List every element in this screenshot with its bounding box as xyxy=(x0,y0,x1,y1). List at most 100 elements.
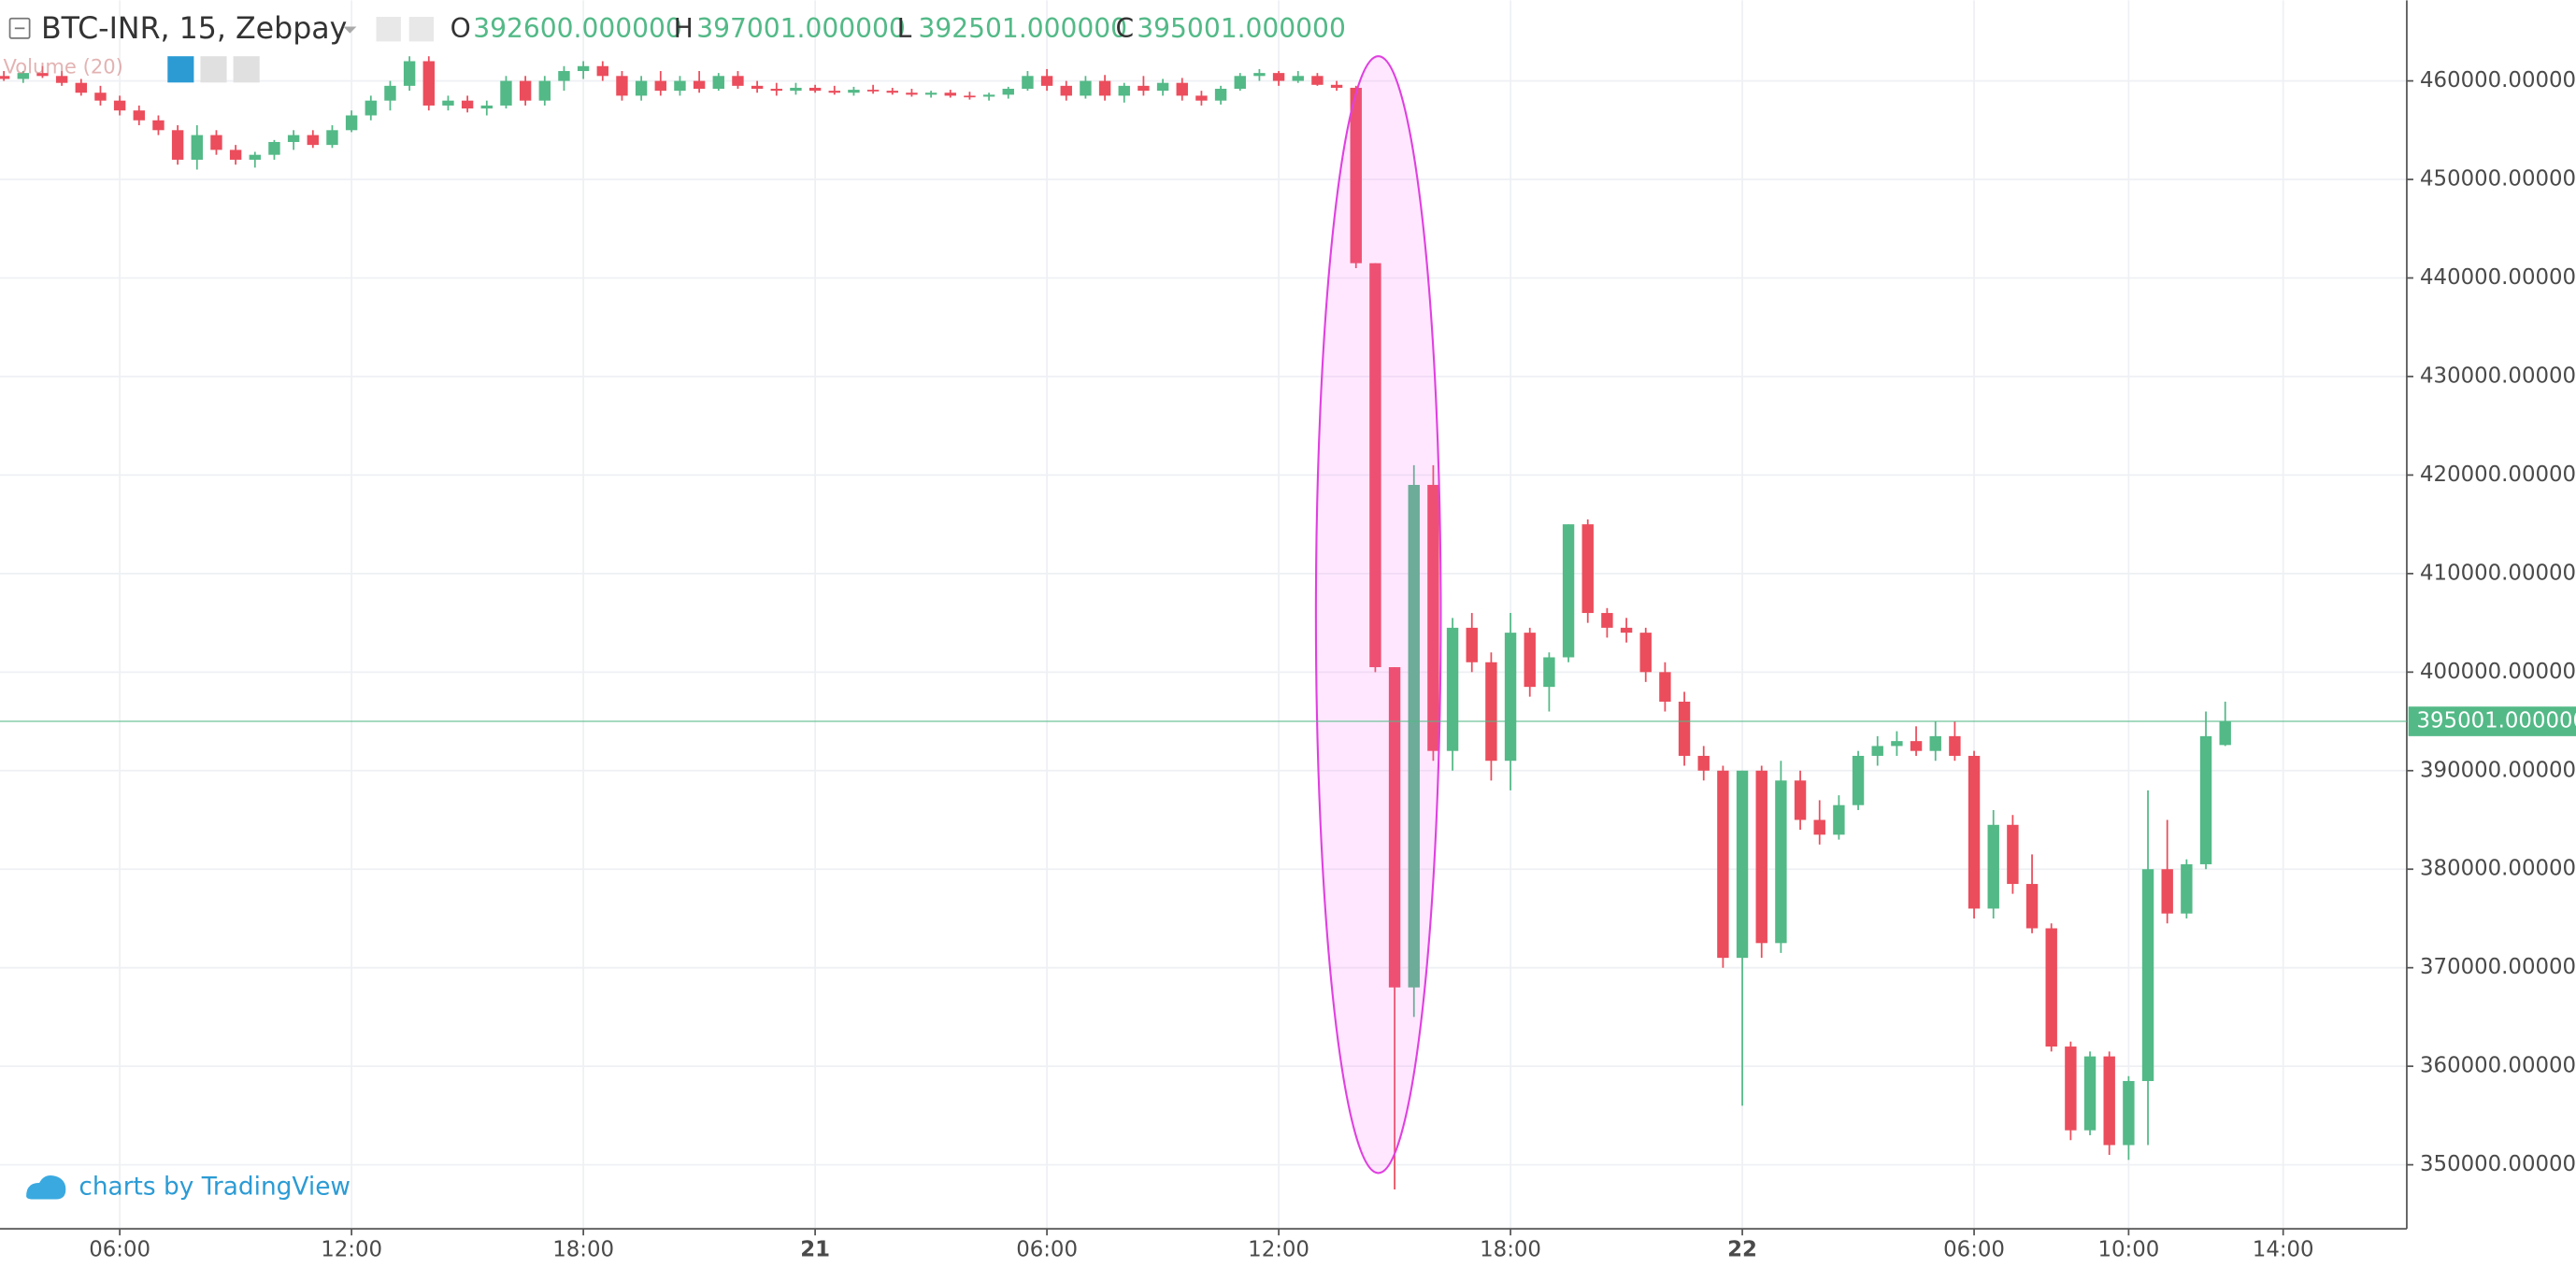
candle-body xyxy=(1601,613,1613,628)
y-tick-label: 420000.000000 xyxy=(2420,463,2576,487)
volume-eye-icon[interactable] xyxy=(167,56,194,83)
candle-body xyxy=(2103,1056,2115,1146)
candle-body xyxy=(809,87,822,92)
candle-body xyxy=(1833,804,1845,835)
y-tick-label: 360000.000000 xyxy=(2420,1054,2576,1078)
candle-body xyxy=(1138,85,1150,92)
candle-body xyxy=(1253,73,1266,77)
candle-body xyxy=(1311,76,1324,85)
candle-body xyxy=(558,71,570,81)
candle-body xyxy=(616,76,628,96)
watermark-text: charts by TradingView xyxy=(79,1174,351,1202)
candle-body xyxy=(1002,89,1014,95)
settings-icon[interactable] xyxy=(408,17,435,42)
x-tick-label: 18:00 xyxy=(1480,1237,1541,1261)
axes: 350000.000000 360000.000000 370000.000000 3… xyxy=(0,68,2576,1261)
collapse-icon[interactable] xyxy=(8,17,31,39)
candle-body xyxy=(500,80,512,106)
volume-close-icon[interactable] xyxy=(233,56,260,83)
candle-body xyxy=(229,149,242,160)
candle-body xyxy=(1543,657,1555,688)
candle-body xyxy=(2045,928,2057,1047)
candle-body xyxy=(1524,633,1536,688)
candle-body xyxy=(886,91,898,93)
candle-body xyxy=(519,80,532,101)
last-price-box xyxy=(2408,706,2576,736)
candle-body xyxy=(828,91,840,93)
x-tick-label: 14:00 xyxy=(2253,1237,2314,1261)
candle-body xyxy=(75,82,87,93)
candle-body xyxy=(1504,633,1517,762)
candle-body xyxy=(1176,82,1188,96)
last-price-label: 395001.000000 xyxy=(2417,709,2576,733)
candle-body xyxy=(94,93,107,101)
symbol-title: BTC-INR, 15, Zebpay xyxy=(41,12,347,46)
y-tick-label: 350000.000000 xyxy=(2420,1152,2576,1176)
x-tick-label: 06:00 xyxy=(1016,1237,1078,1261)
candle-body xyxy=(1234,76,1246,90)
ohlc-key: C xyxy=(1115,13,1134,44)
candle-body xyxy=(287,135,300,142)
candle-body xyxy=(732,76,744,86)
candle-body xyxy=(1775,780,1787,944)
candle-body xyxy=(1118,85,1130,96)
candle-body xyxy=(1987,824,1999,909)
candle-body xyxy=(1292,76,1304,81)
candle-body xyxy=(1427,484,1439,751)
candle-body xyxy=(2219,721,2231,746)
x-tick-label: 22 xyxy=(1727,1237,1757,1261)
candle-body xyxy=(1562,524,1575,658)
candle-body xyxy=(1697,755,1710,771)
candle-body xyxy=(1408,484,1420,988)
candle-body xyxy=(1040,76,1053,86)
symbol-dropdown[interactable] xyxy=(343,26,357,34)
candle-body xyxy=(924,93,937,95)
candle-body xyxy=(1350,87,1362,263)
candle-body xyxy=(1813,819,1825,835)
candle-body xyxy=(751,85,764,90)
candle-body xyxy=(2141,869,2154,1081)
candle-body xyxy=(113,100,126,111)
candle-body xyxy=(2181,863,2193,914)
candle-body xyxy=(1195,95,1208,101)
candle-body xyxy=(1098,80,1111,96)
candle-body xyxy=(345,115,358,131)
candle-body xyxy=(848,90,860,93)
ohlc-value: 397001.000000 xyxy=(696,13,906,44)
candle-body xyxy=(1852,755,1865,805)
candle-body xyxy=(384,85,396,101)
candle-body xyxy=(1968,755,1981,909)
candle-body xyxy=(1639,633,1652,673)
candle-body xyxy=(2065,1046,2077,1131)
volume-label: Volume (20) xyxy=(4,54,123,78)
ohlc-value: 392501.000000 xyxy=(919,13,1128,44)
candle-body xyxy=(422,61,435,106)
candle-body xyxy=(268,141,280,155)
candle-body xyxy=(1871,746,1883,756)
candle-body xyxy=(1369,263,1381,668)
candle-body xyxy=(1678,701,1691,756)
candle-body xyxy=(2083,1056,2097,1131)
candle-body xyxy=(1060,85,1072,96)
candle-body xyxy=(0,76,10,79)
candle-body xyxy=(1620,627,1633,634)
candle-body xyxy=(171,130,184,160)
candle-body xyxy=(1736,770,1749,959)
volume-settings-icon[interactable] xyxy=(200,56,227,83)
x-tick-label: 21 xyxy=(800,1237,830,1261)
candle-body xyxy=(2199,735,2212,864)
y-tick-label: 380000.000000 xyxy=(2420,857,2576,881)
candle-body xyxy=(1910,741,1923,751)
candle-body xyxy=(1272,73,1285,81)
candle-body xyxy=(944,93,956,96)
ohlc-key: L xyxy=(897,13,912,44)
eye-icon[interactable] xyxy=(376,17,401,42)
candle-body xyxy=(1388,667,1401,988)
highlight-ellipse xyxy=(1314,55,1442,1174)
candle-body xyxy=(770,89,782,92)
candle-body xyxy=(1080,80,1092,96)
candle-body xyxy=(55,76,68,83)
